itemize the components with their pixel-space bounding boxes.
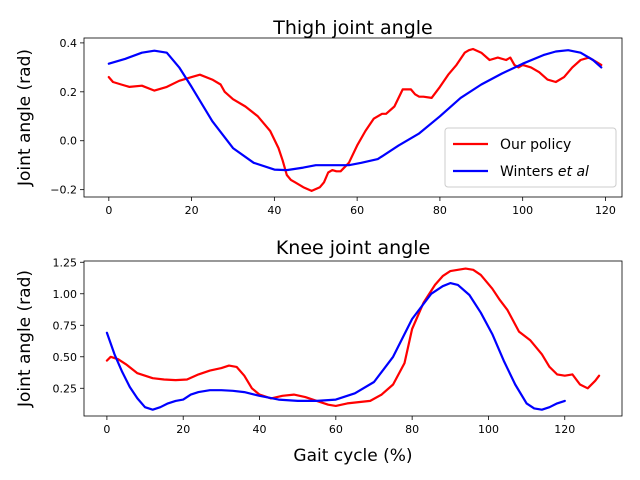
x-tick-label: 20 <box>176 423 190 436</box>
legend: Our policy Winters et al <box>444 127 617 188</box>
legend-box <box>444 127 617 188</box>
legend-label-italic: et al <box>558 164 589 180</box>
legend-label-text: Our policy <box>500 137 571 153</box>
y-tick-label: 0.2 <box>60 86 78 99</box>
x-tick-label: 0 <box>105 204 112 217</box>
legend-label: Winters et al <box>500 164 589 180</box>
x-tick-label: 40 <box>253 423 267 436</box>
series-line-winters <box>105 282 566 411</box>
y-axis-label: Joint angle (rad) <box>15 49 35 187</box>
x-tick-label: 100 <box>478 423 499 436</box>
x-tick-label: 80 <box>433 204 447 217</box>
x-tick-label: 40 <box>267 204 281 217</box>
x-axis-label: Gait cycle (%) <box>293 446 412 466</box>
plot-frame <box>83 37 623 198</box>
x-tick-label: 60 <box>329 423 343 436</box>
x-tick-label: 0 <box>103 423 110 436</box>
y-tick-label: 1.00 <box>53 288 78 301</box>
x-tick-label: 120 <box>595 204 616 217</box>
chart-title: Thigh joint angle <box>272 17 433 39</box>
chart-panel-1: Thigh joint angle Joint angle (rad) 0 20 40 6… <box>15 17 623 217</box>
series-line-our-policy <box>107 47 603 192</box>
series-line-winters <box>107 49 603 172</box>
y-axis-label: Joint angle (rad) <box>15 270 35 408</box>
legend-label-text: Winters <box>500 164 558 180</box>
series-line-our-policy <box>105 267 601 407</box>
y-tick-label: 0.75 <box>53 319 78 332</box>
legend-label: Our policy <box>500 137 571 153</box>
x-tick-label: 60 <box>350 204 364 217</box>
x-tick-label: 20 <box>185 204 199 217</box>
x-tick-label: 100 <box>512 204 533 217</box>
chart-panel-2: Knee joint angle Joint angle (rad) Gait cy… <box>15 237 623 466</box>
y-tick-label: 0.50 <box>53 351 78 364</box>
x-tick-label: 80 <box>405 423 419 436</box>
y-tick-label: −0.2 <box>50 184 77 197</box>
x-tick-label: 120 <box>554 423 575 436</box>
chart-title: Knee joint angle <box>276 237 430 259</box>
y-tick-label: 0.4 <box>60 37 78 50</box>
plot-frame <box>83 260 623 417</box>
y-tick-label: 0.25 <box>53 382 78 395</box>
y-tick-label: 1.25 <box>53 256 78 269</box>
y-tick-label: 0.0 <box>60 135 78 148</box>
